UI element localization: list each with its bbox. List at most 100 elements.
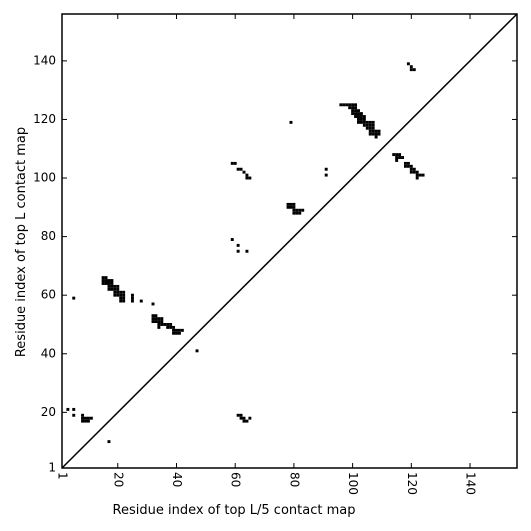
contact-point [374,129,378,133]
contact-point [357,109,360,113]
contact-point [175,328,178,332]
contact-point [72,407,76,411]
contact-point [409,65,413,69]
contact-point [412,170,416,174]
contact-point [286,202,290,206]
contact-point [233,161,237,165]
contact-point [239,416,243,420]
contact-point [398,153,402,157]
contact-point [151,314,155,318]
contact-point [362,123,366,127]
contact-point [81,413,85,417]
contact-point [412,167,416,171]
contact-point [415,173,419,177]
contact-point [84,419,87,423]
contact-point [157,317,161,321]
contact-point [362,117,366,121]
contact-point [295,208,299,212]
contact-point [359,112,363,116]
contact-point [357,117,360,121]
contact-point [415,170,419,174]
contact-points [66,62,425,444]
contact-point [122,290,126,294]
contact-point [301,208,305,212]
x-tick-label: 20 [111,472,125,487]
contact-point [86,416,90,420]
x-tick-label: 1 [56,472,70,480]
contact-point [101,276,105,280]
contact-point [368,126,372,130]
contact-point [351,112,355,116]
contact-point [362,120,366,124]
contact-point [395,156,399,159]
contact-point [248,416,252,420]
contact-point [415,176,419,180]
contact-point [403,161,407,165]
contact-point [245,249,249,253]
contact-point [354,109,358,113]
contact-point [374,132,378,136]
contact-point [359,117,363,121]
x-tick-label: 100 [346,472,360,495]
contact-point [289,202,293,206]
contact-point [107,440,111,444]
contact-point [160,317,164,321]
contact-point [113,290,117,294]
contact-point [242,416,246,420]
contact-point [406,62,410,66]
y-axis-title: Residue index of top L contact map [14,127,29,357]
contact-point [368,132,372,136]
contact-point [113,293,117,297]
contact-point [157,323,161,326]
contact-point [324,173,328,177]
contact-point [298,208,302,212]
contact-point [403,164,407,168]
contact-point [342,103,346,107]
contact-point [236,249,240,253]
contact-point [354,115,358,118]
contact-point [86,419,90,423]
contact-point [348,103,352,107]
contact-point [151,317,155,321]
contact-point [409,68,413,72]
contact-point [113,287,117,291]
contact-point [354,112,358,116]
contact-point [377,129,381,133]
contact-point [166,325,170,329]
contact-point [412,68,416,72]
contact-point [84,416,87,420]
contact-point [104,276,108,280]
contact-point [116,290,120,294]
contact-point [166,323,170,326]
contact-point [354,103,358,107]
contact-point [116,284,120,288]
x-tick-label: 120 [405,472,419,495]
contact-point [395,158,399,162]
contact-point [409,170,413,174]
contact-point [72,296,76,300]
y-tick-label: 20 [41,405,56,419]
contact-point [286,205,290,209]
contact-point [298,211,302,215]
contact-point [151,302,155,306]
contact-point [351,106,355,110]
contact-point [89,416,93,420]
contact-point [245,173,249,177]
contact-point [418,173,422,177]
contact-point [368,120,372,124]
contact-point [177,328,181,332]
contact-point [139,299,143,303]
contact-point [172,331,176,335]
contact-point [371,123,375,127]
x-tick-label: 80 [287,472,301,487]
contact-point [119,290,123,294]
contact-point [354,106,358,110]
contact-point [172,325,176,329]
contact-point [116,287,120,291]
contact-point [398,156,402,159]
contact-point [292,205,296,209]
contact-point [401,156,404,159]
contact-point [245,419,249,423]
contact-point [169,325,173,329]
